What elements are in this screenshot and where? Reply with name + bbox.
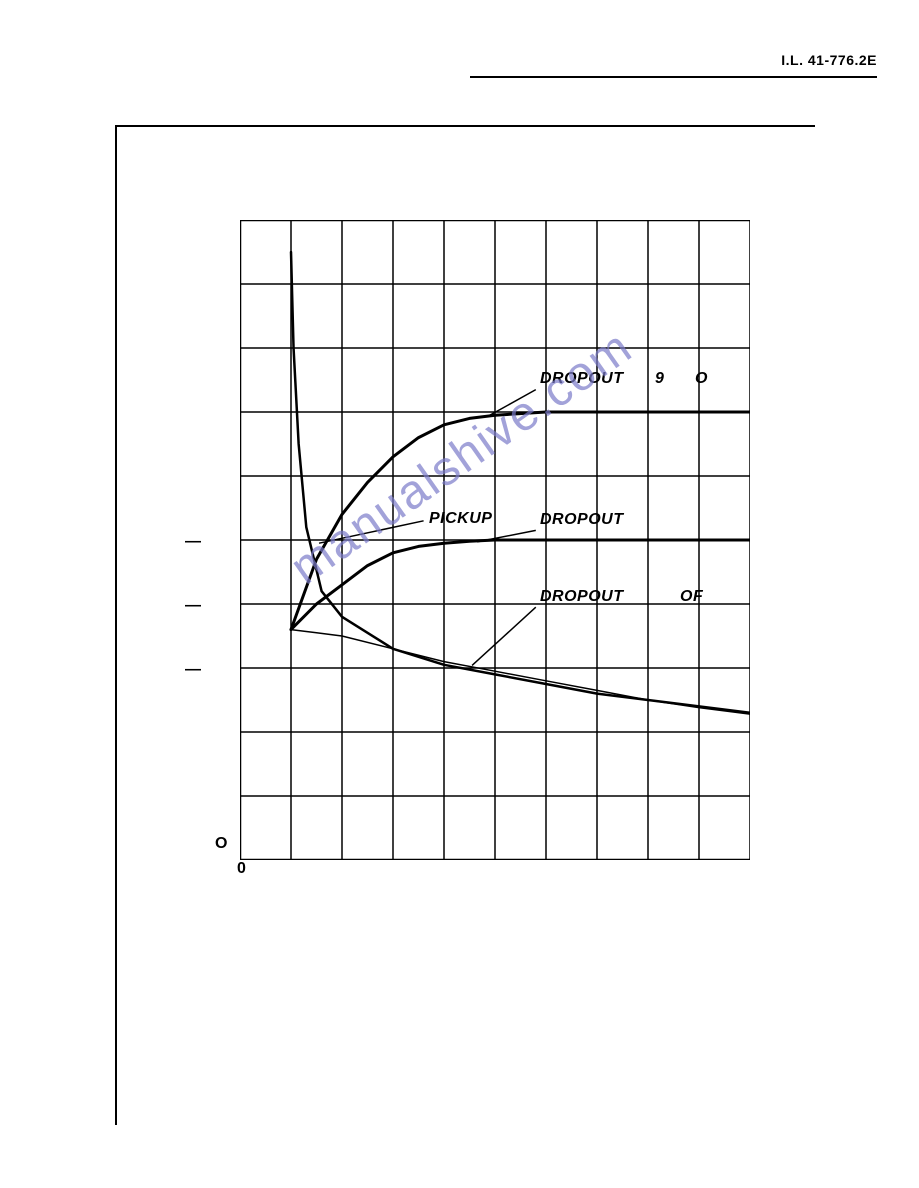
y-dash-1: — xyxy=(185,533,201,551)
chart-svg xyxy=(240,220,750,860)
y-origin-label: O xyxy=(215,835,227,853)
y-dash-2: — xyxy=(185,597,201,615)
dropout-lower-label: DROPOUT xyxy=(540,588,624,606)
chart-area: — — — O 0 PICKUP DROPOUT 9 O DROPOUT DRO… xyxy=(240,220,750,860)
dropout-upper-extra1: 9 xyxy=(655,370,664,388)
dropout-upper-extra2: O xyxy=(695,370,708,388)
dropout-mid-label: DROPOUT xyxy=(540,511,624,529)
x-origin-label: 0 xyxy=(237,860,246,878)
y-dash-3: — xyxy=(185,661,201,679)
dropout-lower-extra: OF xyxy=(680,588,703,606)
pickup-label: PICKUP xyxy=(429,510,492,528)
dropout-upper-label: DROPOUT xyxy=(540,370,624,388)
header-rule xyxy=(470,76,877,78)
doc-reference: I.L. 41-776.2E xyxy=(781,52,877,68)
